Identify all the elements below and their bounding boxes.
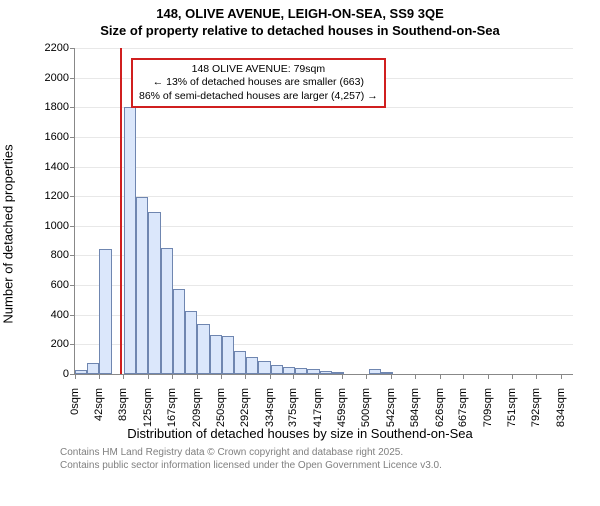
- xtick: [415, 374, 416, 379]
- xtick-label: 375sqm: [287, 388, 299, 427]
- ytick-label: 800: [51, 249, 75, 261]
- xtick: [366, 374, 367, 379]
- callout-line: ← 13% of detached houses are smaller (66…: [139, 76, 378, 89]
- xtick: [512, 374, 513, 379]
- histogram-bar: [185, 311, 197, 374]
- histogram-bar: [246, 357, 258, 374]
- ytick-label: 1200: [45, 190, 75, 202]
- histogram-bar: [161, 248, 173, 374]
- xtick-label: 42sqm: [93, 388, 105, 421]
- ytick-label: 1000: [45, 220, 75, 232]
- credit-text: Contains HM Land Registry data © Crown c…: [60, 447, 600, 472]
- xtick-label: 500sqm: [360, 388, 372, 427]
- gridline: [75, 137, 573, 138]
- callout-line: 86% of semi-detached houses are larger (…: [139, 90, 378, 103]
- gridline: [75, 167, 573, 168]
- ytick-label: 2200: [45, 42, 75, 54]
- xtick: [172, 374, 173, 379]
- histogram-bar: [320, 371, 332, 374]
- xtick: [391, 374, 392, 379]
- xtick-label: 751sqm: [506, 388, 518, 427]
- gridline: [75, 48, 573, 49]
- xtick: [197, 374, 198, 379]
- xtick-label: 83sqm: [117, 388, 129, 421]
- xtick: [318, 374, 319, 379]
- ytick-label: 600: [51, 279, 75, 291]
- histogram-bar: [369, 369, 381, 374]
- ytick-label: 1800: [45, 101, 75, 113]
- xtick-label: 709sqm: [482, 388, 494, 427]
- x-axis-label: Distribution of detached houses by size …: [0, 426, 600, 441]
- xtick-label: 292sqm: [239, 388, 251, 427]
- histogram-bar: [75, 370, 87, 374]
- xtick: [123, 374, 124, 379]
- page-subtitle: Size of property relative to detached ho…: [0, 23, 600, 38]
- y-axis-label: Number of detached properties: [1, 144, 16, 323]
- histogram-bar: [87, 363, 99, 374]
- xtick-label: 334sqm: [264, 388, 276, 427]
- xtick-label: 167sqm: [166, 388, 178, 427]
- ytick-label: 400: [51, 309, 75, 321]
- xtick: [270, 374, 271, 379]
- xtick: [536, 374, 537, 379]
- xtick: [342, 374, 343, 379]
- histogram-bar: [234, 351, 246, 374]
- xtick-label: 792sqm: [530, 388, 542, 427]
- ytick-label: 1600: [45, 131, 75, 143]
- histogram-bar: [210, 335, 222, 374]
- xtick-label: 667sqm: [457, 388, 469, 427]
- callout-box: 148 OLIVE AVENUE: 79sqm← 13% of detached…: [131, 58, 386, 107]
- callout-line: 148 OLIVE AVENUE: 79sqm: [139, 63, 378, 76]
- histogram-bar: [99, 249, 111, 374]
- page-title: 148, OLIVE AVENUE, LEIGH-ON-SEA, SS9 3QE: [0, 6, 600, 21]
- histogram-bar: [173, 289, 185, 374]
- xtick: [463, 374, 464, 379]
- xtick: [488, 374, 489, 379]
- xtick-label: 125sqm: [142, 388, 154, 427]
- ytick-label: 2000: [45, 72, 75, 84]
- histogram-bar: [197, 324, 209, 374]
- gridline: [75, 196, 573, 197]
- credit-line: Contains public sector information licen…: [60, 460, 600, 473]
- xtick: [245, 374, 246, 379]
- xtick-label: 459sqm: [336, 388, 348, 427]
- xtick: [440, 374, 441, 379]
- histogram-bar: [258, 361, 270, 374]
- xtick: [221, 374, 222, 379]
- xtick-label: 0sqm: [69, 388, 81, 415]
- histogram-bar: [124, 107, 136, 374]
- histogram-bar: [283, 367, 295, 374]
- histogram-bar: [271, 365, 283, 374]
- xtick-label: 626sqm: [434, 388, 446, 427]
- xtick-label: 542sqm: [385, 388, 397, 427]
- xtick-label: 834sqm: [555, 388, 567, 427]
- xtick-label: 209sqm: [191, 388, 203, 427]
- xtick: [293, 374, 294, 379]
- xtick: [148, 374, 149, 379]
- credit-line: Contains HM Land Registry data © Crown c…: [60, 447, 600, 460]
- ytick-label: 1400: [45, 161, 75, 173]
- xtick: [561, 374, 562, 379]
- histogram-bar: [222, 336, 234, 374]
- histogram-bar: [148, 212, 160, 374]
- histogram-bar: [295, 368, 307, 374]
- xtick: [99, 374, 100, 379]
- histogram-bar: [136, 197, 148, 374]
- xtick-label: 250sqm: [215, 388, 227, 427]
- ytick-label: 200: [51, 338, 75, 350]
- histogram-chart: Number of detached properties 0200400600…: [30, 44, 590, 424]
- marker-line: [120, 48, 122, 374]
- xtick-label: 584sqm: [409, 388, 421, 427]
- plot-area: 0200400600800100012001400160018002000220…: [74, 48, 573, 375]
- xtick-label: 417sqm: [312, 388, 324, 427]
- xtick: [75, 374, 76, 379]
- ytick-label: 0: [63, 368, 75, 380]
